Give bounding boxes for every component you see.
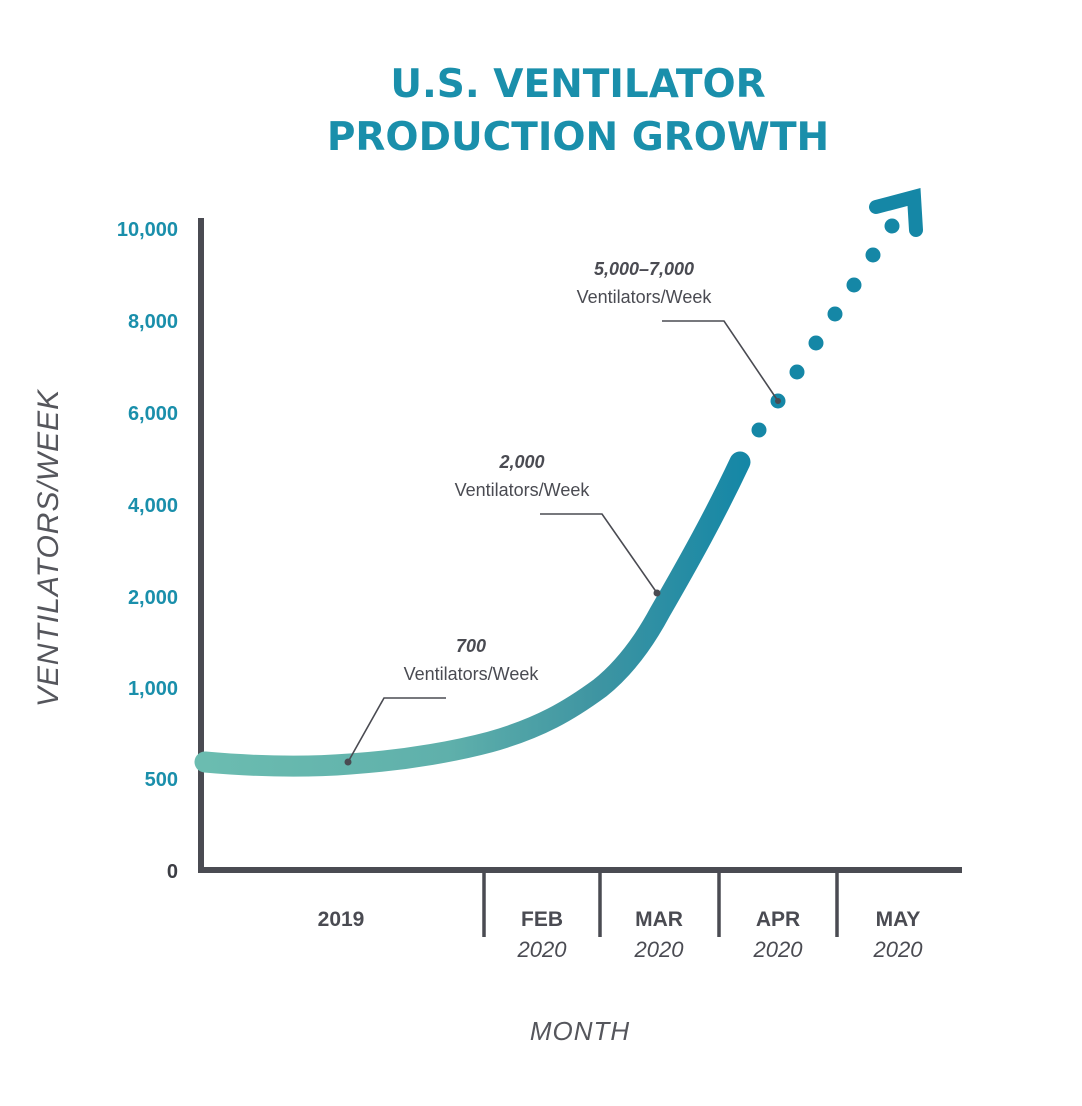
y-axis-label: VENTILATORS/WEEK (32, 388, 65, 707)
annotation-2000-value: 2,000 (498, 452, 544, 472)
x-tick-mar-year: 2020 (634, 937, 685, 962)
y-tick-4000: 4,000 (128, 495, 178, 517)
arrowhead-icon (869, 188, 923, 237)
annotation-700-marker (344, 758, 352, 766)
y-tick-6000: 6,000 (128, 403, 178, 425)
x-tick-feb-year: 2020 (517, 937, 568, 962)
y-tick-0: 0 (167, 861, 178, 883)
y-tick-1000: 1,000 (128, 678, 178, 700)
y-tick-8000: 8,000 (128, 311, 178, 333)
annotation-5000-7000-leader (662, 320, 779, 402)
annotation-700: 700 Ventilators/Week (344, 636, 540, 766)
annotation-2000-leader (540, 513, 658, 594)
projection-dot (808, 335, 824, 351)
annotation-5000-7000-value: 5,000–7,000 (594, 259, 694, 279)
projection-dot (827, 306, 843, 322)
x-tick-may: MAY (876, 908, 921, 931)
annotation-700-unit: Ventilators/Week (404, 664, 540, 684)
y-tick-2000: 2,000 (128, 587, 178, 609)
annotation-700-value: 700 (456, 636, 486, 656)
chart-title-line-1: U.S. VENTILATOR (390, 62, 765, 107)
y-tick-10000: 10,000 (117, 219, 178, 241)
annotation-700-leader (347, 697, 446, 763)
annotation-2000: 2,000 Ventilators/Week (455, 452, 661, 597)
x-axis-label: MONTH (530, 1016, 630, 1046)
y-tick-labels: 10,000 8,000 6,000 4,000 2,000 1,000 500… (117, 219, 178, 883)
projection-dot (884, 218, 900, 234)
x-tick-labels: 2019 FEB 2020 MAR 2020 APR 2020 MAY 2020 (318, 908, 924, 962)
series-dots-projection (751, 218, 900, 438)
chart-title-line-2: PRODUCTION GROWTH (327, 115, 829, 160)
annotation-5000-7000-unit: Ventilators/Week (577, 287, 713, 307)
annotation-5000-7000: 5,000–7,000 Ventilators/Week (577, 259, 781, 404)
x-tick-apr-year: 2020 (753, 937, 804, 962)
projection-dot (846, 277, 862, 293)
x-dividers (482, 870, 839, 937)
projection-dot (865, 247, 881, 263)
series-line-actual (194, 451, 751, 777)
annotation-2000-unit: Ventilators/Week (455, 480, 591, 500)
x-tick-feb: FEB (521, 908, 563, 931)
projection-dot (751, 422, 767, 438)
axes (198, 218, 962, 873)
annotation-5000-7000-marker (775, 398, 781, 404)
y-tick-500: 500 (145, 769, 178, 791)
projection-dot (789, 364, 805, 380)
x-tick-2019: 2019 (318, 908, 365, 931)
x-tick-mar: MAR (635, 908, 683, 931)
x-tick-may-year: 2020 (873, 937, 924, 962)
x-tick-apr: APR (756, 908, 800, 931)
annotation-2000-marker (653, 589, 661, 597)
